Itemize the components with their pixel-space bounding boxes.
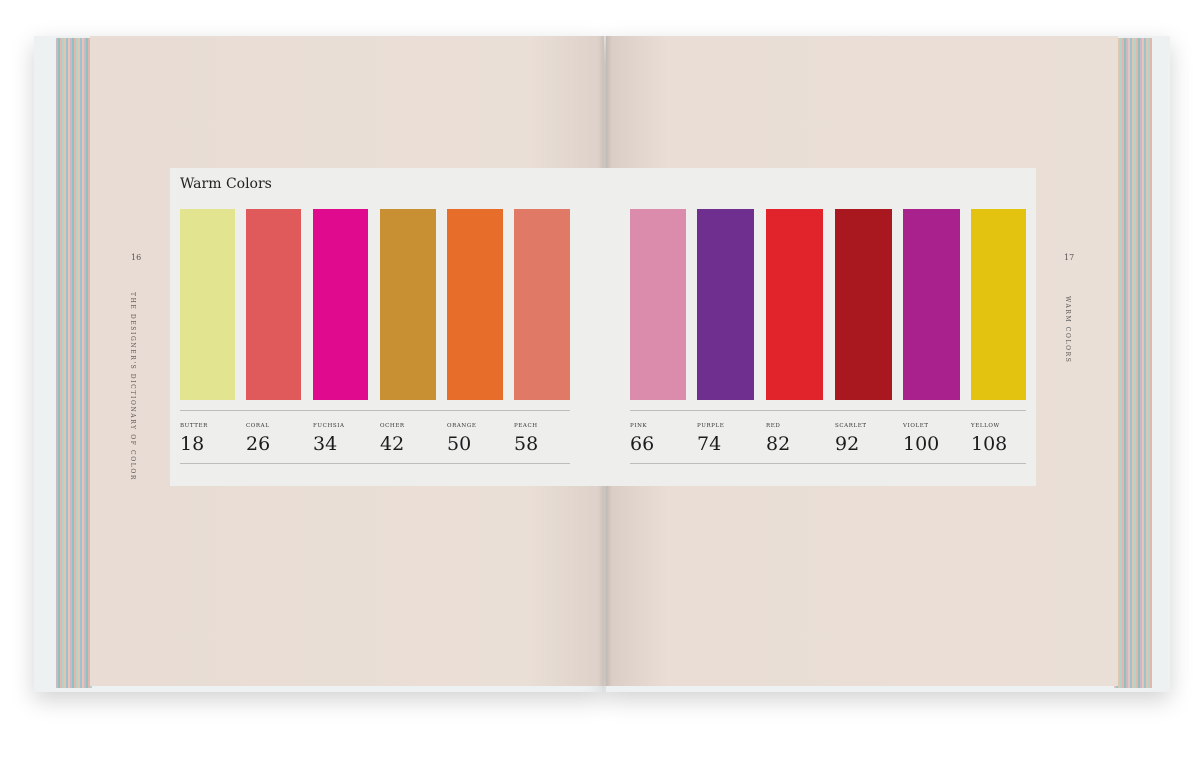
color-name-red: RED	[766, 423, 781, 429]
color-name-purple: PURPLE	[697, 423, 725, 429]
color-name-peach: PEACH	[514, 423, 538, 429]
color-name-coral: CORAL	[246, 423, 270, 429]
color-page-number-purple: 74	[697, 433, 722, 455]
section-title: Warm Colors	[180, 176, 272, 192]
swatch-pink	[630, 209, 686, 400]
color-name-scarlet: SCARLET	[835, 423, 867, 429]
divider-top-right	[630, 410, 1026, 411]
swatch-yellow	[971, 209, 1026, 400]
swatch-coral	[246, 209, 301, 400]
color-page-number-fuchsia: 34	[313, 433, 338, 455]
color-name-violet: VIOLET	[903, 423, 929, 429]
color-name-ocher: OCHER	[380, 423, 405, 429]
divider-bottom-left	[180, 463, 570, 464]
swatch-red	[766, 209, 823, 400]
color-page-number-yellow: 108	[971, 433, 1008, 455]
swatch-fuchsia	[313, 209, 368, 400]
color-name-fuchsia: FUCHSIA	[313, 423, 345, 429]
color-page-number-orange: 50	[447, 433, 472, 455]
swatch-purple	[697, 209, 754, 400]
swatch-orange	[447, 209, 503, 400]
right-folio: 17	[1064, 253, 1075, 262]
color-name-pink: PINK	[630, 423, 648, 429]
color-page-number-coral: 26	[246, 433, 271, 455]
color-page-number-scarlet: 92	[835, 433, 860, 455]
color-page-number-violet: 100	[903, 433, 940, 455]
color-page-number-peach: 58	[514, 433, 539, 455]
divider-bottom-right	[630, 463, 1026, 464]
left-running-head: THE DESIGNER'S DICTIONARY OF COLOR	[129, 292, 136, 481]
right-running-head: WARM COLORS	[1064, 296, 1071, 364]
color-page-number-butter: 18	[180, 433, 205, 455]
divider-top-left	[180, 410, 570, 411]
color-page-number-ocher: 42	[380, 433, 405, 455]
page-edges-left	[56, 38, 92, 688]
color-name-orange: ORANGE	[447, 423, 477, 429]
swatch-scarlet	[835, 209, 892, 400]
swatch-peach	[514, 209, 570, 400]
swatch-ocher	[380, 209, 436, 400]
left-folio: 16	[131, 253, 142, 262]
color-page-number-pink: 66	[630, 433, 655, 455]
color-page-number-red: 82	[766, 433, 791, 455]
swatch-violet	[903, 209, 960, 400]
swatch-butter	[180, 209, 235, 400]
page-edges-right	[1114, 38, 1152, 688]
color-name-yellow: YELLOW	[971, 423, 1000, 429]
color-name-butter: BUTTER	[180, 423, 208, 429]
